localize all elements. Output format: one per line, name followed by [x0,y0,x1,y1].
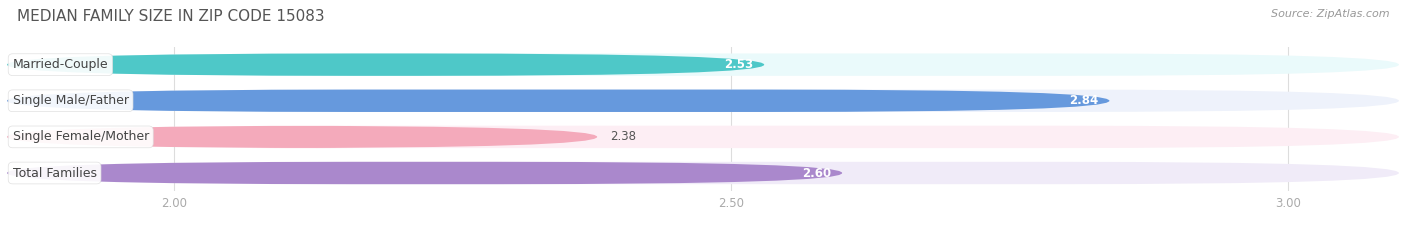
Text: 2.53: 2.53 [724,58,754,71]
Text: 2.84: 2.84 [1069,94,1098,107]
Text: MEDIAN FAMILY SIZE IN ZIP CODE 15083: MEDIAN FAMILY SIZE IN ZIP CODE 15083 [17,9,325,24]
FancyBboxPatch shape [7,89,1399,112]
Text: Source: ZipAtlas.com: Source: ZipAtlas.com [1271,9,1389,19]
Text: 2.38: 2.38 [610,130,637,143]
FancyBboxPatch shape [7,53,765,76]
Text: Total Families: Total Families [13,167,97,179]
Text: 2.60: 2.60 [801,167,831,179]
Text: Married-Couple: Married-Couple [13,58,108,71]
FancyBboxPatch shape [7,53,1399,76]
Text: Single Male/Father: Single Male/Father [13,94,128,107]
FancyBboxPatch shape [7,162,842,184]
FancyBboxPatch shape [7,126,598,148]
FancyBboxPatch shape [7,162,1399,184]
Text: Single Female/Mother: Single Female/Mother [13,130,149,143]
FancyBboxPatch shape [7,89,1109,112]
FancyBboxPatch shape [7,126,1399,148]
